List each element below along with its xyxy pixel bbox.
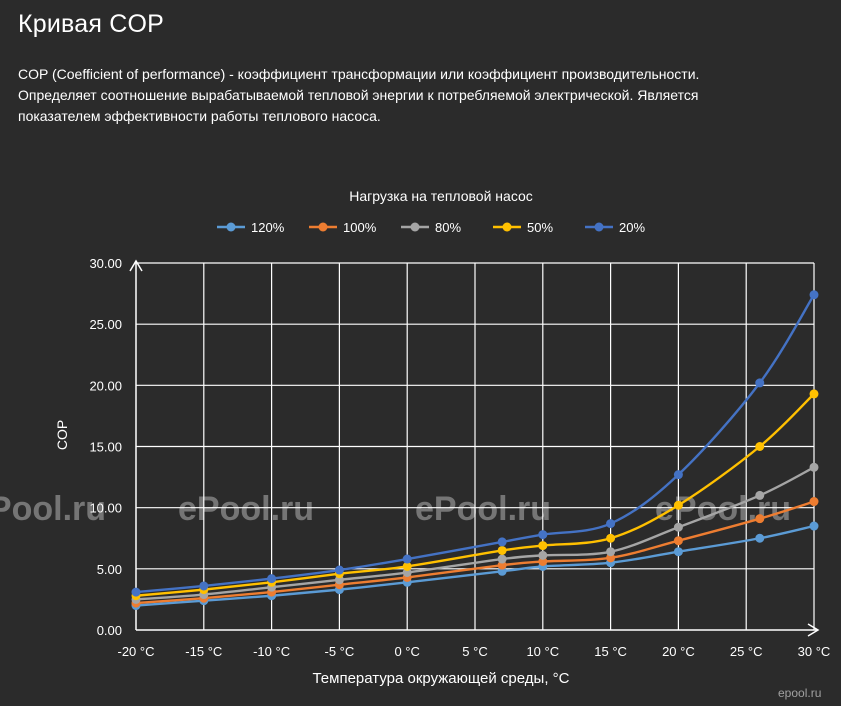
y-tick-label: 20.00 — [89, 378, 122, 393]
data-point — [809, 290, 819, 300]
x-tick-label: 20 °C — [662, 644, 695, 659]
watermark-text: ePool.ru — [0, 490, 106, 528]
x-tick-label: 5 °C — [462, 644, 487, 659]
legend-label: 20% — [619, 220, 645, 235]
x-tick-label: 15 °C — [594, 644, 627, 659]
x-tick-label: 25 °C — [730, 644, 763, 659]
y-tick-label: 15.00 — [89, 440, 122, 455]
legend-label: 80% — [435, 220, 461, 235]
data-point — [334, 565, 344, 575]
data-point — [755, 514, 765, 524]
y-axis-arrow — [129, 259, 143, 272]
data-point — [809, 521, 819, 531]
y-tick-label: 5.00 — [97, 562, 122, 577]
x-tick-label: -15 °C — [185, 644, 222, 659]
data-point — [402, 561, 412, 571]
data-point — [809, 389, 819, 399]
page-title: Кривая COP — [18, 10, 164, 38]
series-line — [135, 294, 816, 594]
x-tick-label: 30 °C — [798, 644, 831, 659]
data-point — [673, 470, 683, 480]
data-point — [497, 554, 507, 564]
legend-marker — [318, 222, 328, 232]
data-point — [606, 519, 616, 529]
x-tick-label: -5 °C — [325, 644, 355, 659]
y-tick-label: 0.00 — [97, 623, 122, 638]
series-layer — [131, 290, 819, 611]
data-point — [402, 554, 412, 564]
data-point — [673, 500, 683, 510]
legend-label: 100% — [343, 220, 377, 235]
data-point — [755, 442, 765, 451]
chart-axes — [129, 259, 820, 637]
data-point — [538, 541, 548, 551]
x-axis-label: Температура окружающей среды, °C — [312, 670, 569, 687]
description-line: COP (Coefficient of performance) - коэфф… — [18, 66, 700, 82]
data-point — [809, 497, 819, 507]
chart-ticks: 0.00 5.00 10.00 15.00 20.00 25.00 30.00 -20 °C -… — [89, 256, 830, 659]
data-point — [673, 547, 683, 557]
legend-marker — [594, 222, 604, 232]
legend-label: 120% — [251, 220, 285, 235]
data-point — [673, 522, 683, 532]
legend-marker — [502, 222, 512, 232]
page-description: COP (Coefficient of performance) - коэфф… — [18, 64, 828, 127]
data-point — [809, 462, 819, 472]
watermark-text: ePool.ru — [655, 490, 791, 528]
x-tick-label: 0 °C — [394, 644, 419, 659]
watermark-layer: ePool.ru ePool.ru ePool.ru ePool.ru epool.ru — [0, 490, 821, 700]
y-tick-label: 10.00 — [89, 501, 122, 516]
x-axis-arrow — [807, 623, 820, 637]
data-point — [755, 490, 765, 500]
y-tick-label: 30.00 — [89, 256, 122, 271]
data-point — [755, 378, 765, 388]
x-tick-label: 10 °C — [526, 644, 559, 659]
data-point — [497, 537, 507, 547]
watermark-text: ePool.ru — [178, 490, 314, 528]
corner-watermark: epool.ru — [778, 686, 821, 700]
y-axis-label: COP — [54, 420, 70, 450]
data-point — [199, 581, 209, 591]
data-point — [267, 574, 277, 584]
data-point — [131, 587, 141, 597]
y-tick-label: 25.00 — [89, 317, 122, 332]
description-line: Определяет соотношение вырабатываемой те… — [18, 87, 699, 103]
data-point — [606, 533, 616, 543]
legend-marker — [226, 222, 236, 232]
data-point — [538, 550, 548, 560]
data-point — [673, 536, 683, 546]
data-point — [755, 533, 765, 543]
data-point — [538, 530, 548, 540]
chart-title: Нагрузка на тепловой насос — [349, 188, 533, 204]
x-tick-label: -20 °C — [118, 644, 155, 659]
legend-marker — [410, 222, 420, 232]
x-tick-label: -10 °C — [253, 644, 290, 659]
description-line: показателем эффективности работы теплово… — [18, 108, 381, 124]
watermark-text: ePool.ru — [415, 490, 551, 528]
data-point — [606, 547, 616, 557]
chart-legend: 120% 100% 80% 50% 20% — [217, 220, 645, 235]
legend-label: 50% — [527, 220, 553, 235]
data-point — [497, 545, 507, 555]
